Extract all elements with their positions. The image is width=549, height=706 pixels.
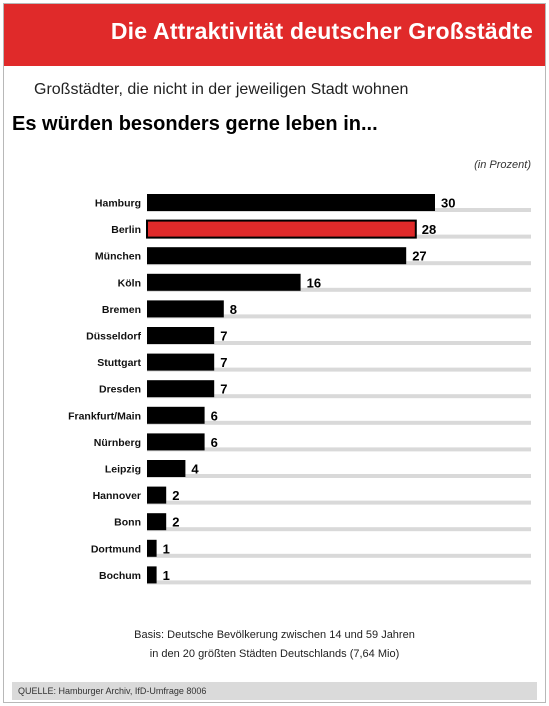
category-label-dresden: Dresden [99,384,141,396]
bar-dortmund [147,539,157,557]
value-label-berlin: 28 [422,222,436,237]
value-label-frankfurt-main: 6 [211,408,218,423]
basis-note: Basis: Deutsche Bevölkerung zwischen 14 … [4,626,545,664]
value-label-stuttgart: 7 [220,355,227,370]
bar-track-dortmund [147,553,531,558]
value-label-dresden: 7 [220,382,227,397]
bar-frankfurt-main [147,406,205,424]
bar-track-nuernberg [147,447,531,452]
bar-duesseldorf [147,327,215,344]
category-label-hannover: Hannover [93,490,141,502]
category-label-leipzig: Leipzig [105,464,141,476]
source-bar: QUELLE: Hamburger Archiv, IfD-Umfrage 80… [12,682,537,700]
unit-label: (in Prozent) [474,159,531,171]
bar-track-bonn [147,527,531,532]
bar-track-bremen [147,314,531,319]
bar-track-dresden [147,394,531,399]
category-label-hamburg: Hamburg [95,198,141,210]
value-label-bochum: 1 [163,568,170,583]
basis-line-1: Basis: Deutsche Bevölkerung zwischen 14 … [134,629,415,641]
value-label-dortmund: 1 [163,541,170,556]
bar-nuernberg [147,433,205,451]
category-label-muenchen: München [95,251,141,263]
bar-bremen [147,300,224,318]
bar-track-koeln [147,287,531,292]
category-label-duesseldorf: Düsseldorf [86,331,141,343]
value-label-leipzig: 4 [191,462,199,477]
bar-track-stuttgart [147,367,531,372]
chart-subtitle: Großstädter, die nicht in der jeweiligen… [34,81,409,98]
bar-hamburg [147,194,435,211]
value-label-hannover: 2 [172,488,179,503]
bar-bochum [147,566,157,584]
bar-track-frankfurt-main [147,420,531,425]
bar-muenchen [147,247,407,265]
bar-stuttgart [147,353,215,371]
category-label-frankfurt-main: Frankfurt/Main [68,410,141,422]
category-label-berlin: Berlin [111,224,141,236]
bar-track-bochum [147,580,531,585]
value-label-bremen: 8 [230,302,237,317]
title-banner: Die Attraktivität deutscher Großstädte [4,4,545,66]
bar-track-duesseldorf [147,341,531,345]
value-label-bonn: 2 [172,515,179,530]
bar-berlin [146,219,417,239]
category-label-bochum: Bochum [99,570,141,582]
value-label-duesseldorf: 7 [220,329,227,344]
value-label-nuernberg: 6 [211,435,218,450]
category-label-koeln: Köln [118,277,141,289]
bar-koeln [147,273,301,291]
chart-headline: Es würden besonders gerne leben in... [12,113,378,135]
infographic: Die Attraktivität deutscher Großstädte G… [3,3,546,703]
value-label-muenchen: 27 [412,249,426,264]
bar-track-hannover [147,500,531,505]
chart-title: Die Attraktivität deutscher Großstädte [110,18,533,44]
category-label-dortmund: Dortmund [91,543,141,555]
category-label-bremen: Bremen [102,304,141,316]
category-label-bonn: Bonn [114,517,141,529]
value-label-koeln: 16 [307,275,321,290]
category-label-stuttgart: Stuttgart [97,357,141,369]
bar-track-leipzig [147,474,531,478]
bar-dresden [147,380,215,398]
category-label-nuernberg: Nürnberg [94,437,141,449]
bar-hannover [147,486,167,504]
bar-bonn [147,513,167,531]
bar-leipzig [147,460,186,477]
value-label-hamburg: 30 [441,196,455,211]
basis-line-2: in den 20 größten Städten Deutschlands (… [149,648,400,660]
